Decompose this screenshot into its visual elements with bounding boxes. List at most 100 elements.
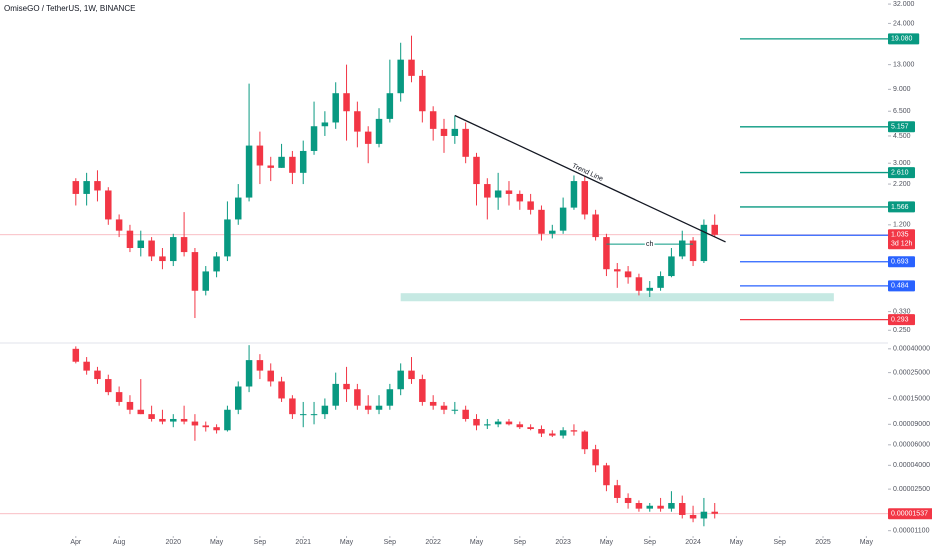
price-badge-label: 0.484 — [891, 283, 909, 290]
y-tick-label: 0.00040000 — [893, 346, 930, 353]
candle-body — [473, 156, 480, 185]
candle-body — [646, 287, 654, 291]
candle-body — [484, 424, 491, 426]
candle-body — [419, 379, 426, 402]
y-tick-label: 0.250 — [893, 327, 911, 334]
x-tick-label: Sep — [644, 539, 657, 546]
y-tick-label: 0.00009000 — [893, 421, 930, 428]
candle-body — [267, 370, 274, 382]
candle-body — [224, 219, 231, 257]
countdown: 3d 12h — [891, 241, 913, 248]
candle-body — [375, 405, 383, 410]
candle-body — [180, 418, 188, 422]
candle-body — [603, 465, 610, 486]
y-tick-label: 0.00025000 — [893, 369, 930, 376]
price-badge — [888, 201, 915, 213]
candle-body — [689, 240, 697, 262]
candle-body — [343, 93, 350, 112]
x-tick-label: Sep — [773, 539, 786, 546]
x-tick-label: May — [210, 539, 224, 546]
x-tick-label: May — [600, 539, 614, 546]
chart-title: OmiseGO / TetherUS, 1W, BINANCE — [4, 4, 135, 13]
price-badge-label: 0.293 — [891, 316, 909, 323]
candle-body — [549, 433, 556, 436]
candle-body — [397, 370, 404, 390]
candle-body — [570, 430, 578, 432]
candle-body — [137, 409, 145, 415]
candle-body — [354, 111, 361, 132]
candle-body — [484, 184, 491, 198]
candle-body — [462, 128, 469, 157]
candle-body — [234, 197, 242, 220]
candle-body — [245, 360, 253, 387]
candle-body — [267, 165, 274, 168]
candle-body — [657, 276, 664, 288]
price-badge-label: 1.566 — [891, 204, 909, 211]
candle-body — [668, 256, 675, 277]
price-badge — [888, 167, 915, 179]
price-badge-label: 2.610 — [891, 169, 909, 176]
candle-body — [256, 360, 264, 371]
x-tick-label: 2024 — [685, 539, 701, 546]
price-badge-label: 19.080 — [891, 36, 913, 43]
price-badge — [888, 229, 915, 250]
ch-label: ch — [646, 241, 654, 248]
candle-body — [332, 383, 339, 406]
y-tick-label: 0.00004000 — [893, 462, 930, 469]
candle-body — [668, 503, 675, 509]
candle-body — [592, 214, 599, 238]
candle-body — [581, 181, 589, 215]
candle-body — [191, 252, 199, 291]
candle-body — [635, 277, 643, 291]
x-tick-label: May — [340, 539, 354, 546]
candle-body — [516, 193, 524, 202]
x-tick-label: Sep — [254, 539, 267, 546]
candle-body — [148, 240, 155, 257]
y-tick-label: 3.000 — [893, 160, 911, 167]
candle-body — [700, 224, 708, 262]
candle-body — [570, 181, 578, 208]
candle-body — [516, 424, 524, 428]
candle-body — [440, 405, 448, 410]
candle-body — [332, 93, 339, 123]
candle-body — [354, 389, 361, 406]
price-badge — [888, 280, 915, 292]
candle-body — [494, 421, 502, 425]
price-badge-label: 1.035 — [891, 232, 909, 239]
candle-body — [646, 505, 654, 509]
y-tick-label: 4.500 — [893, 133, 911, 140]
y-tick-label: 1.200 — [893, 222, 911, 229]
candle-body — [700, 511, 708, 519]
candle-body — [711, 224, 718, 235]
candle-body — [386, 93, 394, 119]
candle-body — [83, 361, 90, 371]
candle-body — [289, 398, 296, 415]
candle-body — [126, 230, 134, 249]
candle-body — [170, 237, 177, 262]
candle-body — [148, 414, 155, 419]
y-tick-label: 9.000 — [893, 86, 911, 93]
x-tick-label: May — [470, 539, 484, 546]
price-badge — [888, 33, 920, 45]
price-badge — [888, 256, 915, 268]
candle-body — [105, 190, 112, 220]
x-tick-label: May — [860, 539, 874, 546]
candle-body — [473, 418, 480, 426]
candle-body — [635, 503, 643, 509]
candle-body — [256, 145, 264, 166]
candle-body — [408, 370, 415, 380]
candle-body — [614, 485, 621, 498]
y-tick-label: 13.000 — [893, 61, 915, 68]
candle-body — [678, 503, 686, 515]
candle-body — [451, 128, 459, 136]
candle-body — [115, 392, 123, 402]
candle-body — [159, 256, 166, 262]
candle-body — [711, 511, 718, 514]
candle-body — [234, 386, 242, 410]
candle-body — [592, 449, 599, 466]
candle-body — [202, 271, 210, 291]
y-tick-label: 24.000 — [893, 20, 915, 27]
candle-body — [581, 431, 589, 450]
